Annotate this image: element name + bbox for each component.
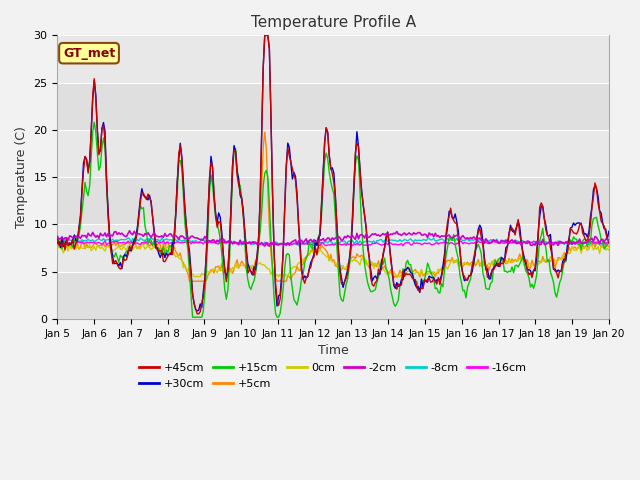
X-axis label: Time: Time bbox=[317, 344, 349, 357]
Y-axis label: Temperature (C): Temperature (C) bbox=[15, 126, 28, 228]
Text: GT_met: GT_met bbox=[63, 47, 115, 60]
Legend: +45cm, +30cm, +15cm, +5cm, 0cm, -2cm, -8cm, -16cm: +45cm, +30cm, +15cm, +5cm, 0cm, -2cm, -8… bbox=[135, 359, 531, 393]
Bar bbox=[58, 177, 609, 225]
Title: Temperature Profile A: Temperature Profile A bbox=[250, 15, 415, 30]
Bar bbox=[58, 272, 609, 319]
Bar bbox=[58, 83, 609, 130]
